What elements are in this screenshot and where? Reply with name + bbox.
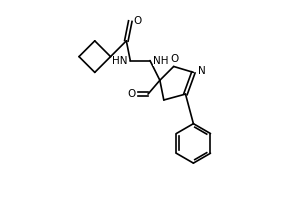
Text: O: O (133, 16, 142, 26)
Text: N: N (198, 66, 206, 76)
Text: O: O (170, 54, 179, 64)
Text: HN: HN (112, 56, 127, 66)
Text: NH: NH (153, 56, 169, 66)
Text: O: O (127, 89, 135, 99)
